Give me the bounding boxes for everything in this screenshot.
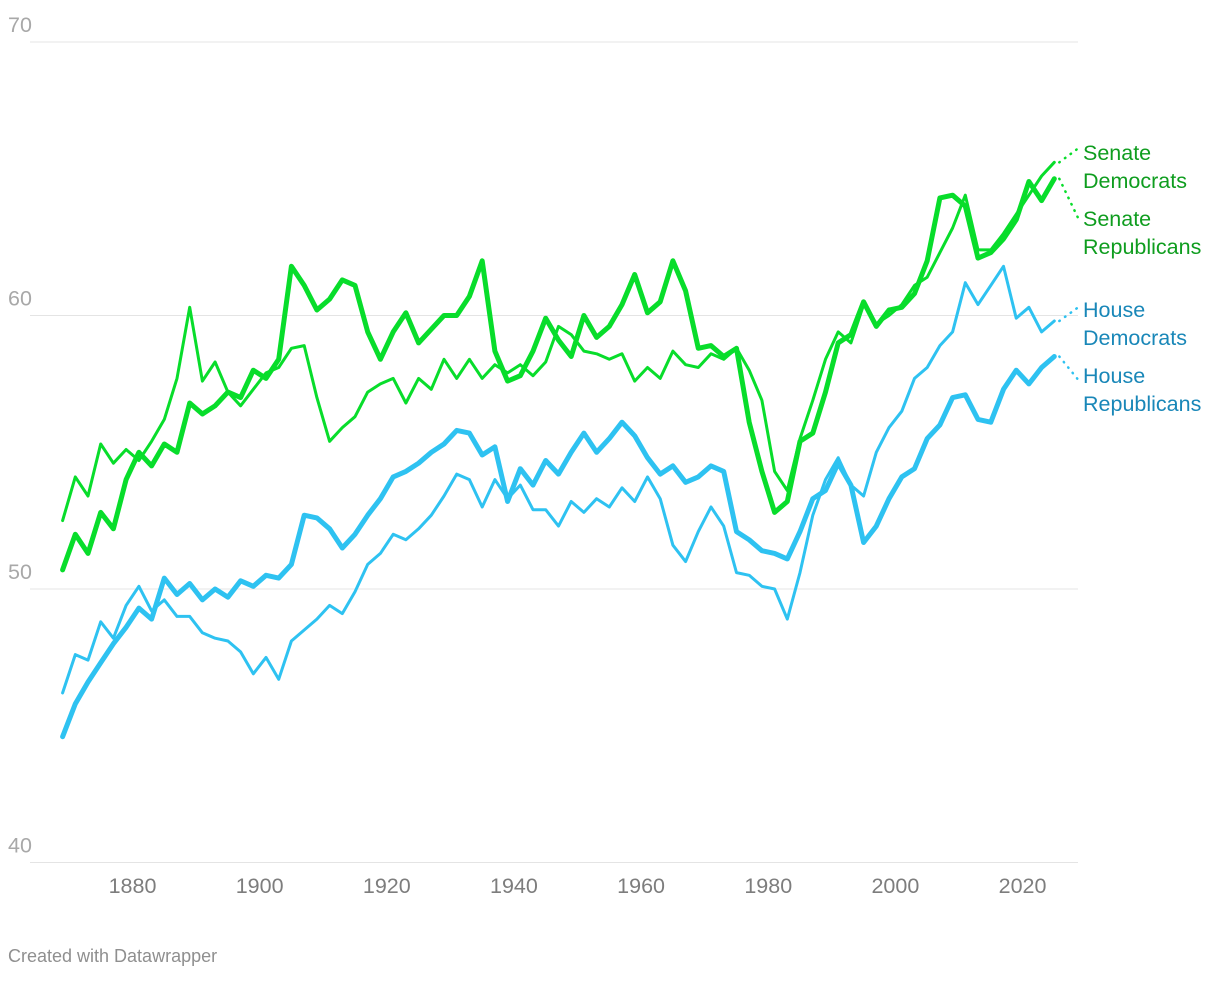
x-tick-label-1880: 1880 [109,874,157,898]
legend-label-line: Senate [1083,207,1152,231]
x-tick-label-1980: 1980 [744,874,792,898]
legend-house-democrats: House Democrats [1083,296,1220,352]
y-tick-label-40: 40 [8,834,32,858]
x-tick-label-1960: 1960 [617,874,665,898]
legend-house-republicans: House Republicans [1083,362,1220,418]
series-line-senate-democrats [61,160,1056,523]
series-line-house-democrats [61,264,1056,695]
x-tick-label-1940: 1940 [490,874,538,898]
leader-line-senate-republicans [1058,177,1082,224]
datawrapper-credit: Created with Datawrapper [8,946,218,966]
x-tick-label-2000: 2000 [871,874,919,898]
leader-line-house-democrats [1058,304,1082,323]
leader-line-senate-democrats [1058,145,1082,164]
legend-label-line: Democrats [1083,169,1187,193]
legend-label-line: Democrats [1083,326,1187,350]
legend-label-line: Republicans [1083,235,1202,259]
x-tick-label-1900: 1900 [236,874,284,898]
legend-label-line: Senate [1083,141,1152,165]
legend-label-line: House [1083,298,1146,322]
y-tick-label-60: 60 [8,287,32,311]
series-line-senate-republicans [60,176,1057,573]
y-tick-label-70: 70 [8,13,32,37]
legend-senate-democrats: Senate Democrats [1083,139,1220,195]
x-tick-label-2020: 2020 [999,874,1047,898]
legend-label-line: House [1083,364,1146,388]
x-tick-label-1920: 1920 [363,874,411,898]
series-line-house-republicans [60,354,1057,740]
y-tick-label-50: 50 [8,560,32,584]
leader-line-house-republicans [1058,355,1082,384]
legend-senate-republicans: Senate Republicans [1083,205,1220,261]
legend-label-line: Republicans [1083,392,1202,416]
